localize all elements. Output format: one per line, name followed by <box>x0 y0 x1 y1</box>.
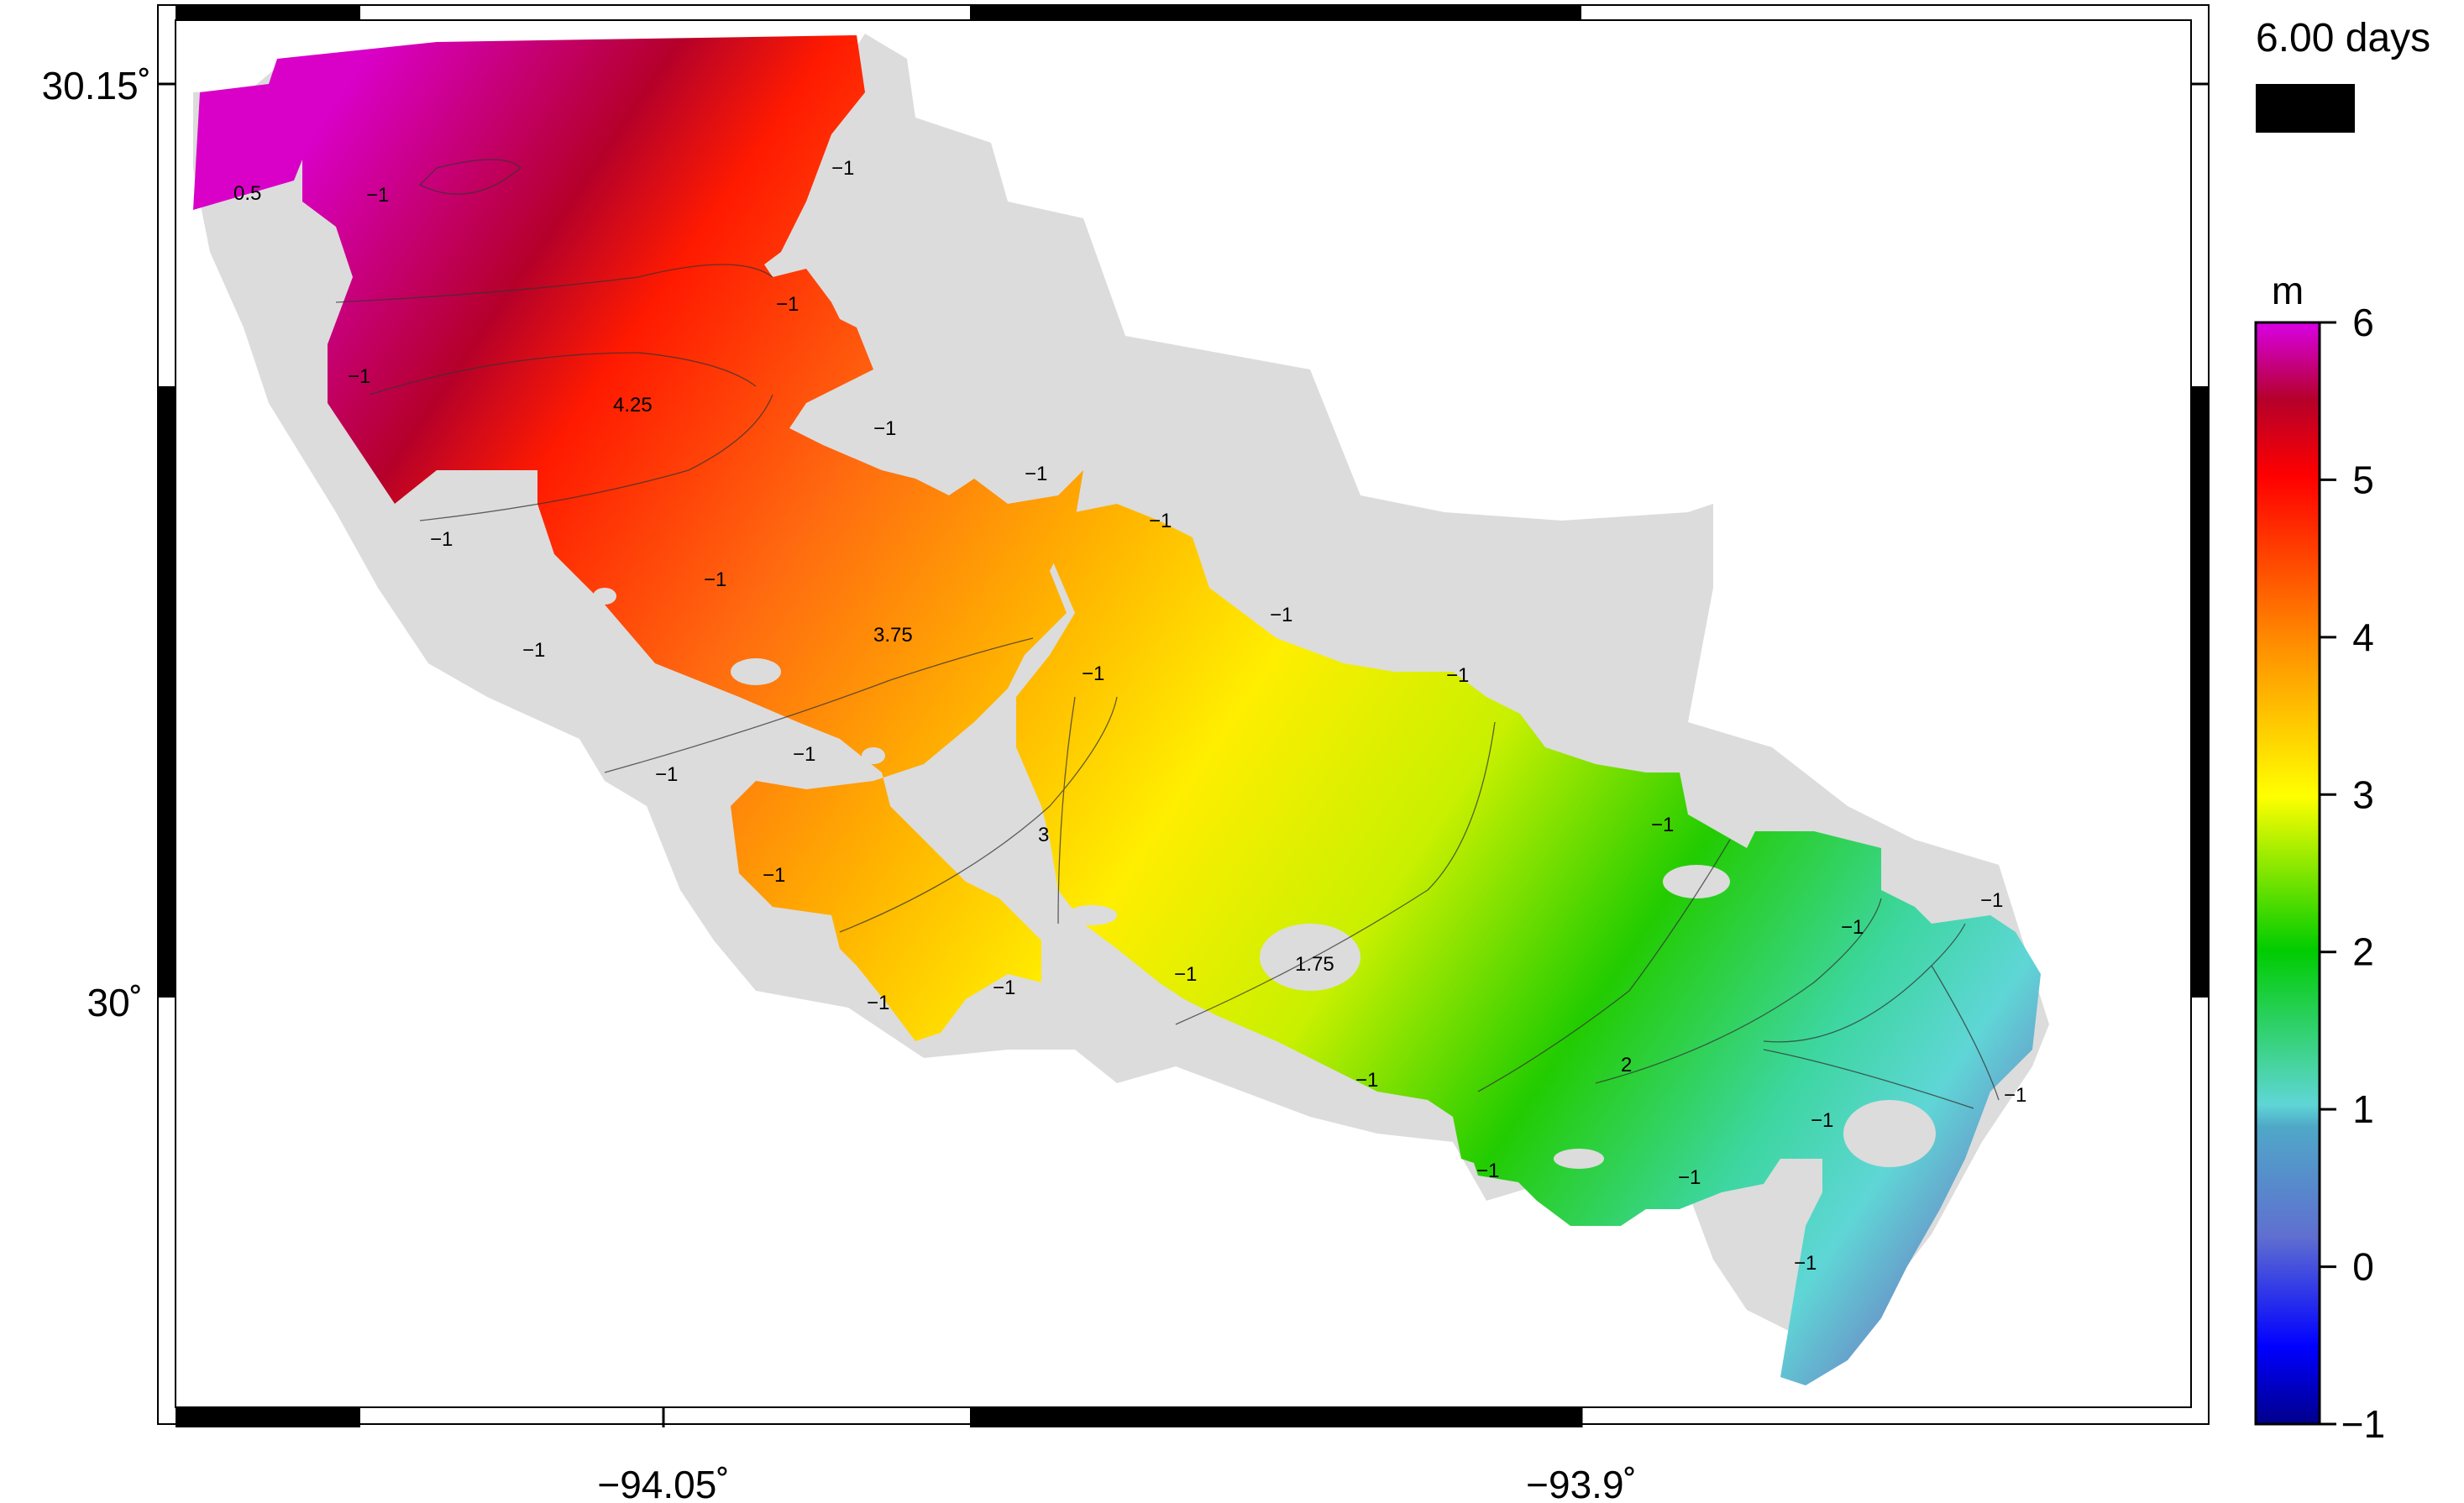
contour-label-minus-1: −1 <box>1025 463 1047 485</box>
contour-label-minus-1: −1 <box>793 743 815 766</box>
contour-label-minus-1: −1 <box>1678 1166 1701 1189</box>
colorbar-tick-label: 3 <box>2352 772 2374 816</box>
time-progress-bar <box>2256 84 2355 133</box>
contour-label-minus-1: −1 <box>1794 1252 1817 1275</box>
contour-label-minus-1: −1 <box>1082 662 1104 685</box>
contour-label-minus-1: −1 <box>776 293 799 316</box>
contour-label-1-75: 1.75 <box>1295 953 1334 976</box>
colorbar-tick-label: 0 <box>2352 1245 2374 1289</box>
colorbar-tick-label: 4 <box>2352 615 2374 659</box>
contour-label-minus-1: −1 <box>1446 664 1469 687</box>
contour-label-minus-1: −1 <box>655 763 678 786</box>
contour-label-minus-1: −1 <box>1476 1160 1499 1182</box>
contour-label-3: 3 <box>1038 824 1049 846</box>
contour-label-minus-1: −1 <box>867 992 889 1014</box>
contour-label-minus-1: −1 <box>873 417 896 440</box>
contour-label-group: 0.5 4.25 3.75 3 1.75 2 −1 −1 −1 −1 −1 −1… <box>233 157 2026 1275</box>
contour-lines <box>335 159 2000 1109</box>
contour-label-minus-1: −1 <box>1980 889 2003 912</box>
contour-label-minus-1: −1 <box>522 639 545 662</box>
contour-label-minus-1: −1 <box>1355 1069 1378 1092</box>
colorbar-tick-label: −1 <box>2341 1402 2385 1446</box>
contour-label-minus-1: −1 <box>348 365 370 388</box>
contour-label-minus-1: −1 <box>1270 604 1292 626</box>
contour-label-minus-1: −1 <box>366 184 389 207</box>
colorbar-unit: m <box>2272 269 2304 312</box>
contour-label-0-5: 0.5 <box>233 182 261 205</box>
lon-label-94-05: −94.05˚ <box>597 1463 729 1503</box>
lat-label-30: 30˚ <box>87 981 143 1024</box>
islands <box>428 489 1936 1169</box>
contour-label-2: 2 <box>1621 1054 1632 1076</box>
contour-label-minus-1: −1 <box>430 528 453 551</box>
colorbar-tick-label: 2 <box>2352 930 2374 974</box>
colorbar-ticks: 6 5 4 3 2 1 0 −1 <box>2320 301 2385 1446</box>
contour-label-minus-1: −1 <box>831 157 854 180</box>
colorbar-tick-label: 1 <box>2352 1087 2374 1131</box>
contour-label-minus-1: −1 <box>1149 510 1172 532</box>
contour-label-minus-1: −1 <box>1841 916 1864 939</box>
contour-label-minus-1: −1 <box>1174 963 1197 986</box>
contour-label-minus-1: −1 <box>1651 814 1674 836</box>
contour-label-minus-1: −1 <box>763 864 785 887</box>
contour-label-minus-1: −1 <box>993 977 1015 999</box>
contour-label-minus-1: −1 <box>1811 1109 1833 1132</box>
colorbar-tick-label: 6 <box>2352 301 2374 344</box>
contour-label-3-75: 3.75 <box>873 624 913 647</box>
lat-label-30-15: 30.15˚ <box>42 64 151 107</box>
map-frame <box>157 4 2210 1427</box>
lon-label-93-9: −93.9˚ <box>1526 1463 1637 1503</box>
contour-label-4-25: 4.25 <box>613 394 653 416</box>
colorbar-tick-label: 5 <box>2352 458 2374 501</box>
contour-label-minus-1: −1 <box>704 568 726 591</box>
contour-label-minus-1: −1 <box>2004 1084 2026 1107</box>
water-surface <box>193 35 2041 1385</box>
time-label: 6.00 days <box>2256 16 2431 60</box>
colorbar-gradient <box>2254 321 2321 1426</box>
colorbar: m 6 5 4 3 2 1 0 −1 <box>2254 269 2385 1446</box>
